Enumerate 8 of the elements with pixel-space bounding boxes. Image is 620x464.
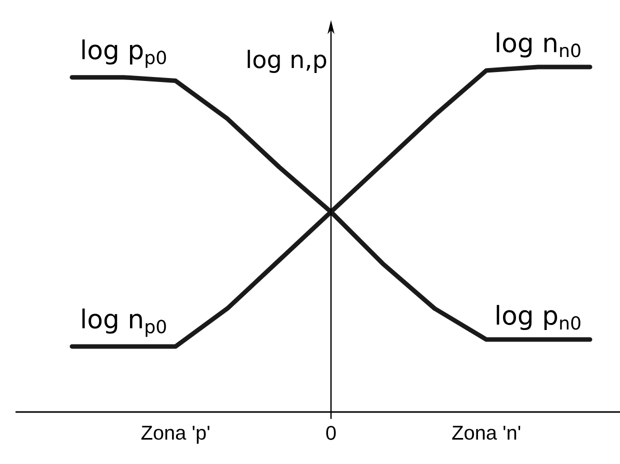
text: log n$_{n0}$: [496, 32, 580, 58]
annotation: log p$_{n0}$: [496, 304, 580, 330]
x-tick-label: 0: [326, 426, 336, 440]
x-tick-label: Zona 'n': [452, 426, 520, 440]
y-axis-title: log n,p: [248, 50, 326, 73]
x-tick-label: Zona 'p': [141, 426, 210, 444]
annotation: log p$_{p0}$: [82, 39, 166, 68]
annotation: log n$_{p0}$: [82, 308, 166, 337]
